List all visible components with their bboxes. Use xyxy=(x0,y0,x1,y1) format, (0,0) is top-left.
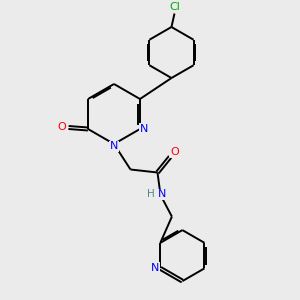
Text: Cl: Cl xyxy=(169,2,181,12)
Text: N: N xyxy=(140,124,148,134)
Text: N: N xyxy=(151,263,159,273)
Text: O: O xyxy=(58,122,66,133)
Text: N: N xyxy=(110,141,118,152)
Text: H: H xyxy=(147,189,155,200)
Text: N: N xyxy=(158,189,166,200)
Text: O: O xyxy=(170,147,179,158)
